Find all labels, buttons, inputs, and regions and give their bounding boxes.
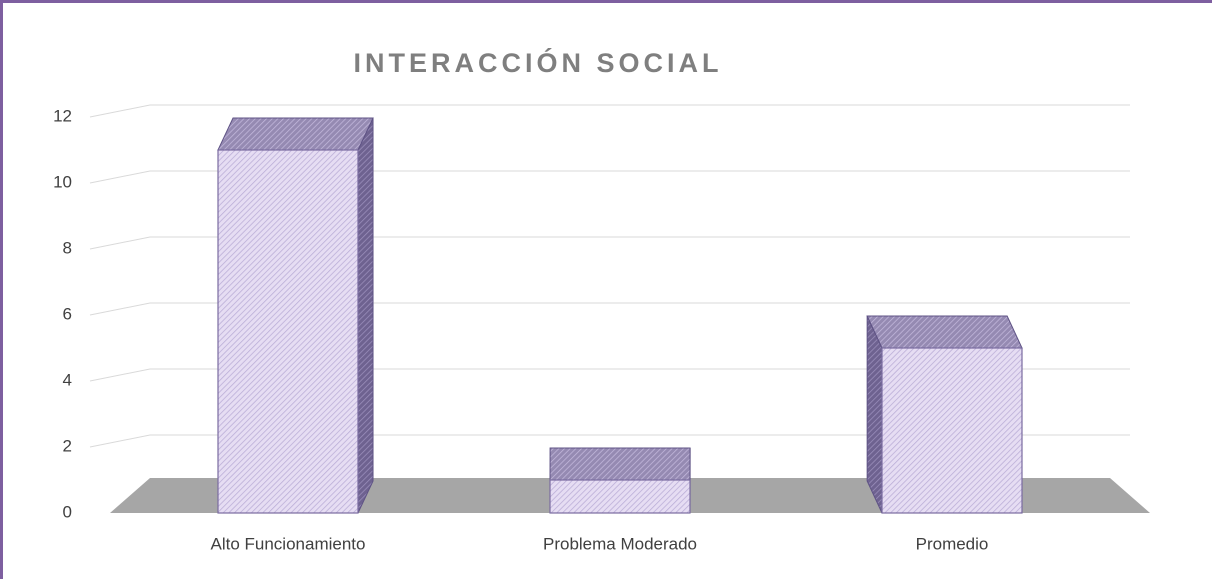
bar bbox=[217, 149, 359, 514]
y-tick-label: 2 bbox=[63, 436, 72, 455]
bar-top bbox=[866, 315, 1023, 349]
y-tick-label: 10 bbox=[53, 172, 72, 191]
y-tick-label: 0 bbox=[63, 502, 72, 521]
x-tick-label: Alto Funcionamiento bbox=[211, 534, 366, 553]
y-tick-label: 12 bbox=[53, 106, 72, 125]
grid-line bbox=[89, 236, 1130, 250]
bar-side bbox=[357, 117, 374, 514]
x-tick-label: Promedio bbox=[916, 534, 989, 553]
bar-side bbox=[866, 315, 883, 514]
bar bbox=[881, 347, 1023, 514]
y-tick-label: 4 bbox=[63, 370, 72, 389]
bar bbox=[549, 479, 691, 514]
grid-line bbox=[89, 368, 1130, 382]
grid-line bbox=[89, 434, 1130, 448]
bar-top bbox=[549, 447, 691, 481]
x-tick-label: Problema Moderado bbox=[543, 534, 697, 553]
grid-line bbox=[89, 302, 1130, 316]
y-tick-label: 8 bbox=[63, 238, 72, 257]
chart-title: INTERACCIÓN SOCIAL bbox=[354, 47, 723, 78]
bar-top bbox=[217, 117, 374, 151]
grid-line bbox=[89, 104, 1130, 118]
y-tick-label: 6 bbox=[63, 304, 72, 323]
grid-line bbox=[89, 170, 1130, 184]
